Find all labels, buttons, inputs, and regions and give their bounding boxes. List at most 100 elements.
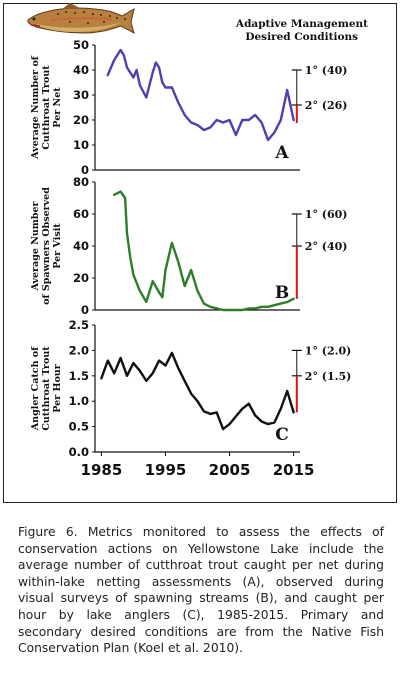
data-point [203, 302, 205, 305]
data-point [254, 307, 256, 310]
data-point [267, 139, 269, 141]
y-axis-label: Average Number of [30, 55, 41, 160]
data-point [113, 194, 116, 196]
data-point [292, 298, 295, 300]
y-tick-label: 20 [73, 113, 89, 127]
data-point [273, 131, 276, 134]
data-point [190, 269, 192, 271]
data-point [132, 362, 135, 364]
data-point [158, 359, 160, 362]
y-axis-label: of Spawners Observed [41, 187, 52, 305]
data-point [286, 390, 288, 392]
data-point [177, 101, 180, 104]
data-point [254, 414, 256, 417]
data-point [222, 428, 224, 430]
panel-b: 0 20 40 60 80 Average Number of Spawners Obser… [30, 175, 348, 317]
data-point [222, 309, 224, 311]
y-axis-label: Per Net [52, 87, 63, 128]
panel-letter: A [274, 143, 289, 163]
y-tick-label: 1.5 [69, 369, 89, 383]
data-point [292, 411, 295, 414]
x-tick-label: 1995 [145, 461, 187, 479]
data-point [260, 306, 263, 308]
data-point [171, 352, 173, 354]
header-title-line1: Adaptive Management [235, 18, 368, 30]
figure-frame [3, 3, 397, 503]
data-point [209, 126, 212, 129]
data-point [241, 309, 244, 311]
data-point [135, 69, 138, 71]
primary-target-label: 1° (2.0) [305, 344, 352, 357]
y-tick-label: 40 [73, 63, 89, 77]
data-point [155, 61, 157, 64]
data-point [119, 190, 122, 193]
data-point [235, 309, 237, 311]
data-point [267, 423, 269, 425]
y-tick-label: 40 [73, 239, 89, 253]
data-point [113, 372, 116, 375]
y-tick-label: 0.0 [69, 445, 89, 459]
data-point [222, 121, 224, 124]
data-point [196, 400, 199, 403]
data-point [286, 301, 288, 303]
x-tick-label: 1985 [81, 461, 123, 479]
y-tick-label: 0 [81, 163, 89, 177]
series-line [106, 48, 295, 142]
y-axis-label: Per Visit [52, 223, 63, 269]
data-point [241, 119, 244, 121]
y-tick-label: 20 [73, 271, 89, 285]
data-point [132, 76, 135, 79]
data-point [190, 121, 192, 124]
data-point [183, 380, 186, 382]
data-point [292, 119, 295, 121]
data-point [183, 114, 186, 116]
data-point [273, 421, 276, 424]
data-point [145, 96, 148, 99]
y-tick-label: 30 [73, 88, 89, 102]
data-point [273, 304, 276, 307]
data-point [228, 423, 231, 425]
data-point [215, 119, 218, 121]
data-point [151, 280, 154, 283]
data-point [158, 291, 160, 294]
figure-caption: Figure 6. Metrics monitored to assess th… [18, 525, 384, 656]
data-point [235, 134, 237, 136]
data-point [267, 306, 269, 308]
data-point [151, 372, 154, 375]
data-point [161, 81, 164, 84]
data-point [209, 413, 212, 415]
data-point [100, 377, 103, 380]
y-tick-label: 0.5 [69, 420, 89, 434]
data-point [286, 89, 288, 91]
y-tick-label: 2.0 [69, 343, 89, 357]
data-point [171, 242, 173, 244]
data-point [158, 66, 160, 69]
y-axis-label: Per Hour [52, 363, 63, 412]
panel-c: 0.0 0.5 1.0 1.5 2.0 2.5 Angler Catch of Cutthro… [30, 318, 351, 459]
secondary-target-label: 2° (26) [305, 99, 348, 112]
data-point [254, 114, 256, 116]
data-point [247, 119, 250, 121]
data-point [139, 84, 141, 86]
panel-a: 0 10 20 30 40 50 Average Number of Cutthroat Tr… [30, 38, 348, 177]
x-axis: 1985 1995 2005 2015 [81, 452, 314, 479]
data-point [190, 392, 192, 395]
header-title-line2: Desired Conditions [245, 31, 358, 43]
data-point [260, 121, 263, 124]
secondary-target-label: 2° (40) [305, 240, 348, 253]
data-point [119, 357, 122, 359]
panel-letter: B [275, 283, 289, 303]
data-point [177, 261, 180, 263]
data-point [107, 74, 109, 76]
data-point [203, 129, 205, 131]
y-tick-label: 1.0 [69, 394, 89, 408]
x-tick-label: 2005 [209, 461, 251, 479]
data-point [196, 290, 199, 292]
data-point [279, 408, 282, 410]
y-axis-label: Cutthroat Trout [41, 346, 52, 431]
y-tick-label: 0 [81, 303, 89, 317]
data-point [279, 302, 282, 305]
data-point [113, 59, 116, 61]
data-point [132, 274, 135, 276]
data-point [241, 408, 244, 410]
